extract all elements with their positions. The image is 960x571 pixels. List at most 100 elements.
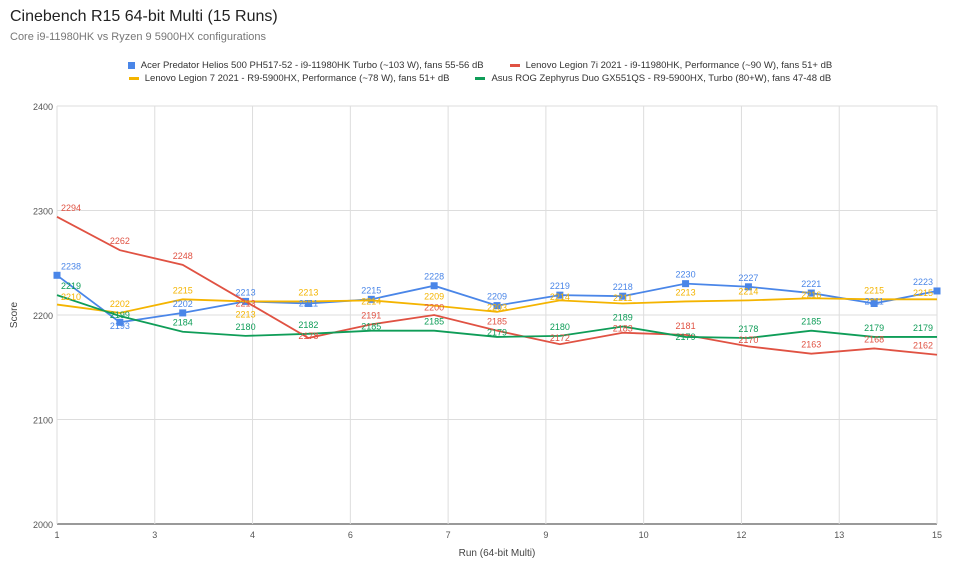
legend-item-0: Acer Predator Helios 500 PH517-52 - i9-1… bbox=[127, 60, 484, 71]
legend-item-3: Asus ROG Zephyrus Duo GX551QS - R9-5900H… bbox=[475, 73, 831, 84]
data-label: 2238 bbox=[61, 261, 81, 271]
legend-label: Lenovo Legion 7 2021 - R9-5900HX, Perfor… bbox=[144, 73, 450, 84]
data-point bbox=[807, 289, 815, 297]
x-tick-label: 4 bbox=[250, 530, 255, 540]
data-label: 2185 bbox=[424, 317, 444, 327]
data-label: 2223 bbox=[913, 277, 933, 287]
legend-swatch bbox=[128, 77, 139, 80]
legend-row: Acer Predator Helios 500 PH517-52 - i9-1… bbox=[0, 60, 960, 71]
x-tick-label: 7 bbox=[446, 530, 451, 540]
y-tick-label: 2200 bbox=[33, 311, 53, 321]
data-label: 2211 bbox=[613, 293, 632, 303]
data-point bbox=[870, 300, 878, 308]
data-label: 2216 bbox=[801, 290, 821, 300]
legend-item-1: Lenovo Legion 7i 2021 - i9-11980HK, Perf… bbox=[509, 60, 833, 71]
data-label: 2181 bbox=[676, 321, 696, 331]
data-label: 2215 bbox=[864, 285, 884, 295]
data-label: 2179 bbox=[487, 328, 507, 338]
series-line-3 bbox=[56, 294, 937, 339]
legend-row: Lenovo Legion 7 2021 - R9-5900HX, Perfor… bbox=[0, 73, 960, 84]
legend-label: Lenovo Legion 7i 2021 - i9-11980HK, Perf… bbox=[525, 60, 833, 71]
legend-swatch bbox=[509, 64, 520, 67]
data-label: 2178 bbox=[298, 331, 318, 341]
data-point bbox=[556, 291, 564, 299]
series-line-1 bbox=[56, 215, 938, 356]
data-label: 2172 bbox=[550, 333, 570, 343]
data-label: 2210 bbox=[61, 292, 81, 302]
data-label: 2163 bbox=[801, 340, 821, 350]
data-label: 2179 bbox=[913, 323, 933, 333]
data-label: 2213 bbox=[236, 287, 256, 297]
legend-label: Asus ROG Zephyrus Duo GX551QS - R9-5900H… bbox=[491, 73, 832, 84]
data-point bbox=[682, 280, 690, 288]
series-line-2 bbox=[56, 297, 937, 314]
data-point bbox=[116, 318, 124, 326]
data-label: 2168 bbox=[864, 334, 884, 344]
data-point bbox=[430, 282, 438, 290]
data-label: 2180 bbox=[236, 322, 256, 332]
data-label: 2182 bbox=[298, 320, 318, 330]
x-tick-label: 9 bbox=[543, 530, 548, 540]
data-label: 2213 bbox=[236, 298, 256, 308]
y-tick-label: 2300 bbox=[33, 207, 53, 217]
data-label: 2219 bbox=[61, 281, 81, 291]
data-label: 2183 bbox=[613, 323, 633, 333]
data-label: 2193 bbox=[110, 321, 130, 331]
data-label: 2178 bbox=[738, 324, 758, 334]
x-tick-label: 3 bbox=[152, 530, 157, 540]
data-label: 2184 bbox=[173, 318, 193, 328]
data-point bbox=[619, 292, 627, 300]
legend-label: Acer Predator Helios 500 PH517-52 - i9-1… bbox=[140, 60, 484, 71]
data-label: 2185 bbox=[487, 317, 507, 327]
data-label: 2162 bbox=[913, 341, 933, 351]
data-label: 2202 bbox=[173, 299, 193, 309]
data-label: 2199 bbox=[110, 310, 130, 320]
y-tick-label: 2400 bbox=[33, 102, 53, 112]
data-label: 2211 bbox=[864, 296, 883, 306]
data-point bbox=[493, 302, 501, 310]
data-label: 2209 bbox=[487, 292, 507, 302]
data-label: 2213 bbox=[236, 309, 256, 319]
data-label: 2248 bbox=[173, 251, 193, 261]
data-label: 2228 bbox=[424, 272, 444, 282]
data-point bbox=[179, 309, 187, 317]
data-point bbox=[53, 271, 61, 279]
data-label: 2203 bbox=[487, 303, 507, 313]
data-label: 2191 bbox=[361, 310, 381, 320]
data-point bbox=[367, 295, 375, 303]
data-label: 2185 bbox=[801, 317, 821, 327]
x-tick-label: 6 bbox=[348, 530, 353, 540]
chart-subtitle: Core i9-11980HK vs Ryzen 9 5900HX config… bbox=[10, 31, 266, 43]
data-point bbox=[744, 283, 752, 291]
legend-swatch bbox=[475, 77, 486, 80]
legend-item-2: Lenovo Legion 7 2021 - R9-5900HX, Perfor… bbox=[128, 73, 450, 84]
data-label: 2185 bbox=[361, 321, 381, 331]
data-label: 2170 bbox=[738, 335, 758, 345]
data-label: 2218 bbox=[613, 282, 633, 292]
data-label: 2213 bbox=[676, 287, 696, 297]
y-tick-label: 2000 bbox=[33, 520, 53, 530]
data-label: 2179 bbox=[864, 323, 884, 333]
data-label: 2214 bbox=[550, 292, 570, 302]
data-point bbox=[933, 287, 941, 295]
x-tick-label: 12 bbox=[736, 530, 746, 540]
data-label: 2215 bbox=[361, 285, 381, 295]
data-point bbox=[304, 300, 312, 308]
data-label: 2180 bbox=[550, 322, 570, 332]
data-label: 2211 bbox=[299, 298, 318, 308]
data-label: 2294 bbox=[61, 203, 81, 213]
data-label: 2200 bbox=[424, 303, 444, 313]
data-label: 2262 bbox=[110, 236, 130, 246]
data-label: 2202 bbox=[110, 299, 130, 309]
y-tick-label: 2100 bbox=[33, 416, 53, 426]
x-tick-label: 15 bbox=[932, 530, 942, 540]
data-label: 2215 bbox=[913, 288, 933, 298]
data-label: 2213 bbox=[298, 287, 318, 297]
chart-title: Cinebench R15 64-bit Multi (15 Runs) bbox=[10, 8, 278, 25]
x-tick-label: 1 bbox=[54, 530, 59, 540]
data-label: 2219 bbox=[550, 281, 570, 291]
data-label: 2179 bbox=[676, 332, 696, 342]
data-label: 2189 bbox=[613, 312, 633, 322]
x-tick-label: 13 bbox=[834, 530, 844, 540]
